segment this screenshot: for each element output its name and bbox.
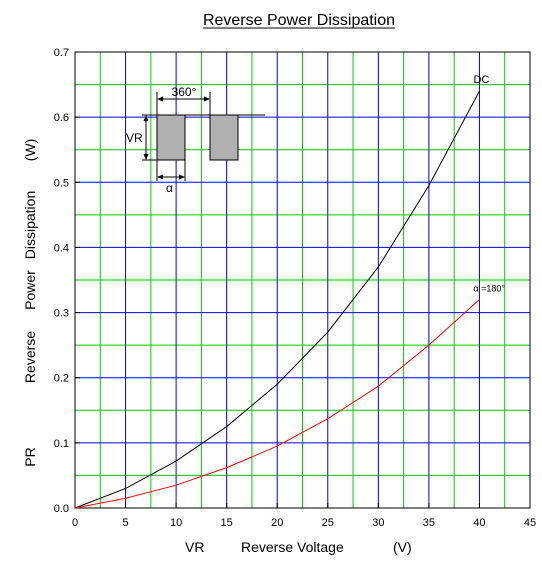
y-tick-label: 0.5 — [54, 177, 69, 189]
y-tick-label: 0.1 — [54, 438, 69, 450]
inset-period-arrowhead-right — [204, 96, 210, 102]
inset-period-label: 360° — [172, 85, 197, 99]
y-tick-label: 0.4 — [54, 242, 69, 254]
y-tick-label: 0.7 — [54, 47, 69, 59]
y-axis-word-power: Power — [22, 270, 38, 310]
y-axis-unit: (W) — [22, 139, 38, 162]
series-layer: DC α =180° — [74, 74, 505, 509]
series-line-dc — [74, 90, 480, 509]
y-tick-label: 0.3 — [54, 308, 69, 320]
plot-frame — [74, 51, 531, 509]
axis-ticks — [74, 51, 531, 509]
inset-pulse-2 — [209, 114, 239, 161]
inset-amplitude-arrowhead-bottom — [143, 154, 149, 160]
x-tick-label: 30 — [372, 517, 384, 529]
x-tick-label: 40 — [473, 517, 485, 529]
inset-amplitude-arrowhead-top — [143, 115, 149, 121]
x-tick-label: 20 — [271, 517, 283, 529]
x-axis-unit: (V) — [393, 539, 412, 555]
x-axis-text: Reverse Voltage — [241, 539, 344, 555]
x-tick-label: 25 — [322, 517, 334, 529]
y-tick-label: 0.2 — [54, 373, 69, 385]
y-tick-labels: 0.0 0.1 0.2 0.3 0.4 0.5 0.6 0.7 — [54, 47, 69, 515]
x-tick-label: 5 — [122, 517, 128, 529]
minor-grid — [75, 52, 530, 508]
inset-period-arrowhead-left — [157, 96, 163, 102]
y-axis-word-dissipation: Dissipation — [22, 191, 38, 259]
y-tick-label: 0.6 — [54, 112, 69, 124]
y-axis-symbol: PR — [22, 447, 38, 466]
waveform-inset: 360° VR α — [126, 85, 265, 195]
x-tick-label: 10 — [170, 517, 182, 529]
x-axis-symbol: VR — [185, 539, 204, 555]
x-tick-label: 15 — [221, 517, 233, 529]
series-label-dc: DC — [473, 74, 489, 86]
inset-pulse-label: α — [166, 181, 173, 195]
inset-pulse-arrowhead-right — [179, 174, 185, 180]
y-tick-label: 0.0 — [54, 503, 69, 515]
inset-pulse-arrowhead-left — [157, 174, 163, 180]
x-tick-label: 45 — [524, 517, 536, 529]
chart-title: Reverse Power Dissipation — [203, 12, 395, 29]
series-line-alpha-180 — [74, 299, 480, 509]
series-label-alpha-180: α =180° — [473, 284, 505, 294]
x-tick-labels: 0 5 10 15 20 25 30 35 40 45 — [72, 517, 536, 529]
x-tick-label: 35 — [423, 517, 435, 529]
inset-amplitude-label: VR — [126, 131, 143, 145]
x-tick-label: 0 — [72, 517, 78, 529]
y-axis-word-reverse: Reverse — [22, 331, 38, 383]
inset-pulse-1 — [156, 114, 186, 161]
